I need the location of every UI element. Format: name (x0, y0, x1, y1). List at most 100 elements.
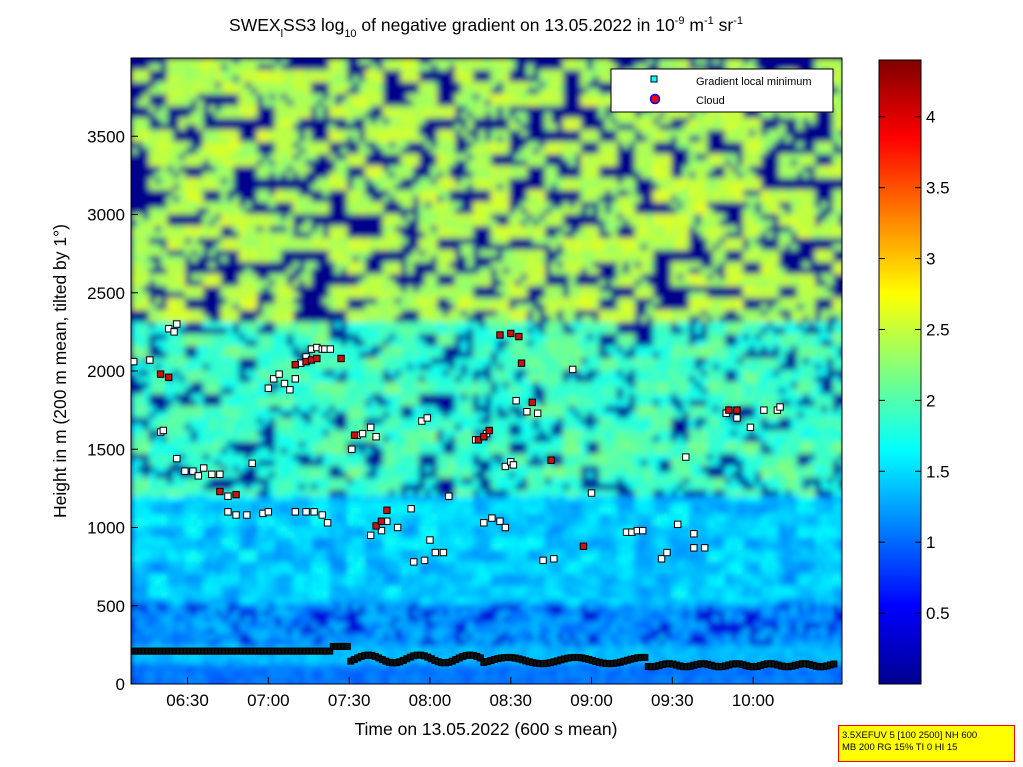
gradient-minimum-marker (181, 467, 189, 475)
gradient-minimum-marker (674, 520, 682, 529)
colorbar-tick-label: 0.5 (926, 604, 950, 623)
gradient-minimum-marker (194, 472, 203, 480)
gradient-minimum-marker (393, 523, 402, 532)
gradient-minimum-marker (224, 492, 232, 500)
x-tick-label: 07:00 (247, 691, 290, 710)
gradient-minimum-marker (232, 511, 240, 519)
colorbar-tick-label: 2 (926, 391, 935, 410)
gradient-minimum-marker (348, 445, 356, 453)
y-tick-label: 0 (116, 675, 125, 694)
cloud-marker (725, 406, 733, 414)
gradient-minimum-marker (275, 370, 283, 378)
gradient-minimum-marker (663, 548, 671, 557)
x-axis-label: Time on 13.05.2022 (600 s mean) (355, 719, 618, 739)
colorbar-tick-label: 1 (926, 533, 935, 552)
boundary-layer-marker (830, 660, 838, 668)
chart-title: SWEXlSS3 log10 of negative gradient on 1… (229, 15, 743, 40)
cloud-marker (291, 361, 299, 369)
gradient-minimum-marker (216, 470, 224, 478)
y-tick-label: 2500 (87, 284, 125, 303)
gradient-minimum-marker (286, 386, 294, 394)
legend-label-minimum: Gradient local minimum (696, 76, 812, 88)
boundary-layer-marker (326, 647, 334, 655)
gradient-minimum-marker (480, 519, 488, 527)
gradient-minimum-marker (302, 508, 310, 516)
legend-box (610, 68, 834, 113)
cloud-marker (337, 354, 345, 363)
gradient-minimum-marker (291, 508, 299, 516)
cloud-marker (232, 490, 240, 499)
gradient-minimum-marker (690, 530, 698, 538)
x-tick-label: 09:30 (651, 691, 694, 710)
gradient-minimum-marker (431, 548, 440, 557)
footnote-line-1: 3.5XEFUV 5 [100 2500] NH 600 (842, 730, 978, 741)
gradient-minimum-marker (173, 320, 181, 328)
gradient-minimum-marker (326, 345, 334, 353)
gradient-minimum-marker (310, 508, 318, 516)
cloud-marker (165, 373, 173, 381)
gradient-minimum-marker (639, 526, 647, 535)
y-tick-label: 3500 (87, 127, 125, 146)
footnote-line-2: MB 200 RG 15% TI 0 HI 15 (842, 742, 958, 753)
gradient-minimum-marker (410, 558, 418, 566)
gradient-minimum-marker (746, 423, 755, 432)
cloud-marker (383, 506, 391, 514)
x-tick-label: 08:30 (489, 691, 532, 710)
cloud-marker (372, 522, 380, 530)
gradient-minimum-marker (264, 384, 273, 392)
gradient-minimum-marker (200, 464, 208, 472)
y-axis: 0 500 1000 1500 2000 2500 3000 3500 (87, 127, 138, 694)
gradient-minimum-marker (318, 511, 326, 519)
gradient-minimum-marker (496, 517, 504, 525)
gradient-minimum-marker (501, 462, 510, 471)
cloud-marker (377, 517, 386, 525)
gradient-minimum-marker (445, 492, 453, 500)
gradient-minimum-marker (224, 508, 232, 516)
gradient-minimum-marker (208, 470, 216, 478)
gradient-minimum-marker (323, 519, 332, 527)
colorbar-tick-label: 4 (926, 108, 935, 127)
x-tick-label: 09:00 (570, 691, 613, 710)
gradient-minimum-marker (366, 531, 375, 540)
cloud-marker (515, 332, 523, 341)
y-tick-label: 3000 (87, 206, 125, 225)
cloud-marker (350, 431, 359, 439)
colorbar-tick-label: 1.5 (926, 462, 950, 481)
gradient-minimum-marker (358, 429, 367, 438)
gradient-minimum-marker (539, 556, 547, 565)
gradient-minimum-marker (682, 453, 690, 461)
gradient-minimum-marker (690, 544, 698, 552)
cloud-marker (547, 456, 555, 464)
gradient-minimum-marker (523, 407, 531, 416)
gradient-minimum-marker (291, 375, 299, 383)
x-tick-label: 10:00 (732, 691, 775, 710)
colorbar: 0.5 1 1.5 2 2.5 3 3.5 4 (878, 59, 950, 685)
heatmap-area (131, 58, 842, 684)
cloud-marker (480, 433, 488, 441)
x-axis: 06:30 07:00 07:30 08:00 08:30 09:00 09:30 10:00 (166, 677, 774, 710)
cloud-marker (733, 406, 741, 414)
y-tick-label: 500 (97, 597, 125, 616)
gradient-minimum-marker (426, 536, 434, 544)
x-tick-label: 06:30 (166, 691, 209, 710)
gradient-minimum-marker (377, 526, 386, 535)
colorbar-tick-label: 2.5 (926, 320, 950, 339)
gradient-minimum-marker (501, 523, 510, 532)
gradient-minimum-marker (439, 548, 448, 557)
gradient-minimum-marker (488, 514, 496, 522)
cloud-marker (313, 354, 321, 363)
gradient-minimum-marker (173, 454, 181, 463)
gradient-minimum-marker (509, 461, 518, 469)
gradient-minimum-marker (372, 433, 380, 441)
cloud-marker (216, 487, 224, 496)
gradient-minimum-marker (568, 365, 577, 374)
boundary-layer-marker (343, 642, 351, 650)
gradient-minimum-marker (420, 556, 429, 565)
y-tick-label: 1000 (87, 519, 125, 538)
legend-marker-cloud (649, 93, 661, 105)
gradient-minimum-marker (423, 414, 431, 422)
parameter-footnote: 3.5XEFUV 5 [100 2500] NH 600 MB 200 RG 1… (838, 725, 1015, 762)
gradient-minimum-marker (159, 426, 168, 435)
boundary-layer-marker (641, 653, 649, 661)
